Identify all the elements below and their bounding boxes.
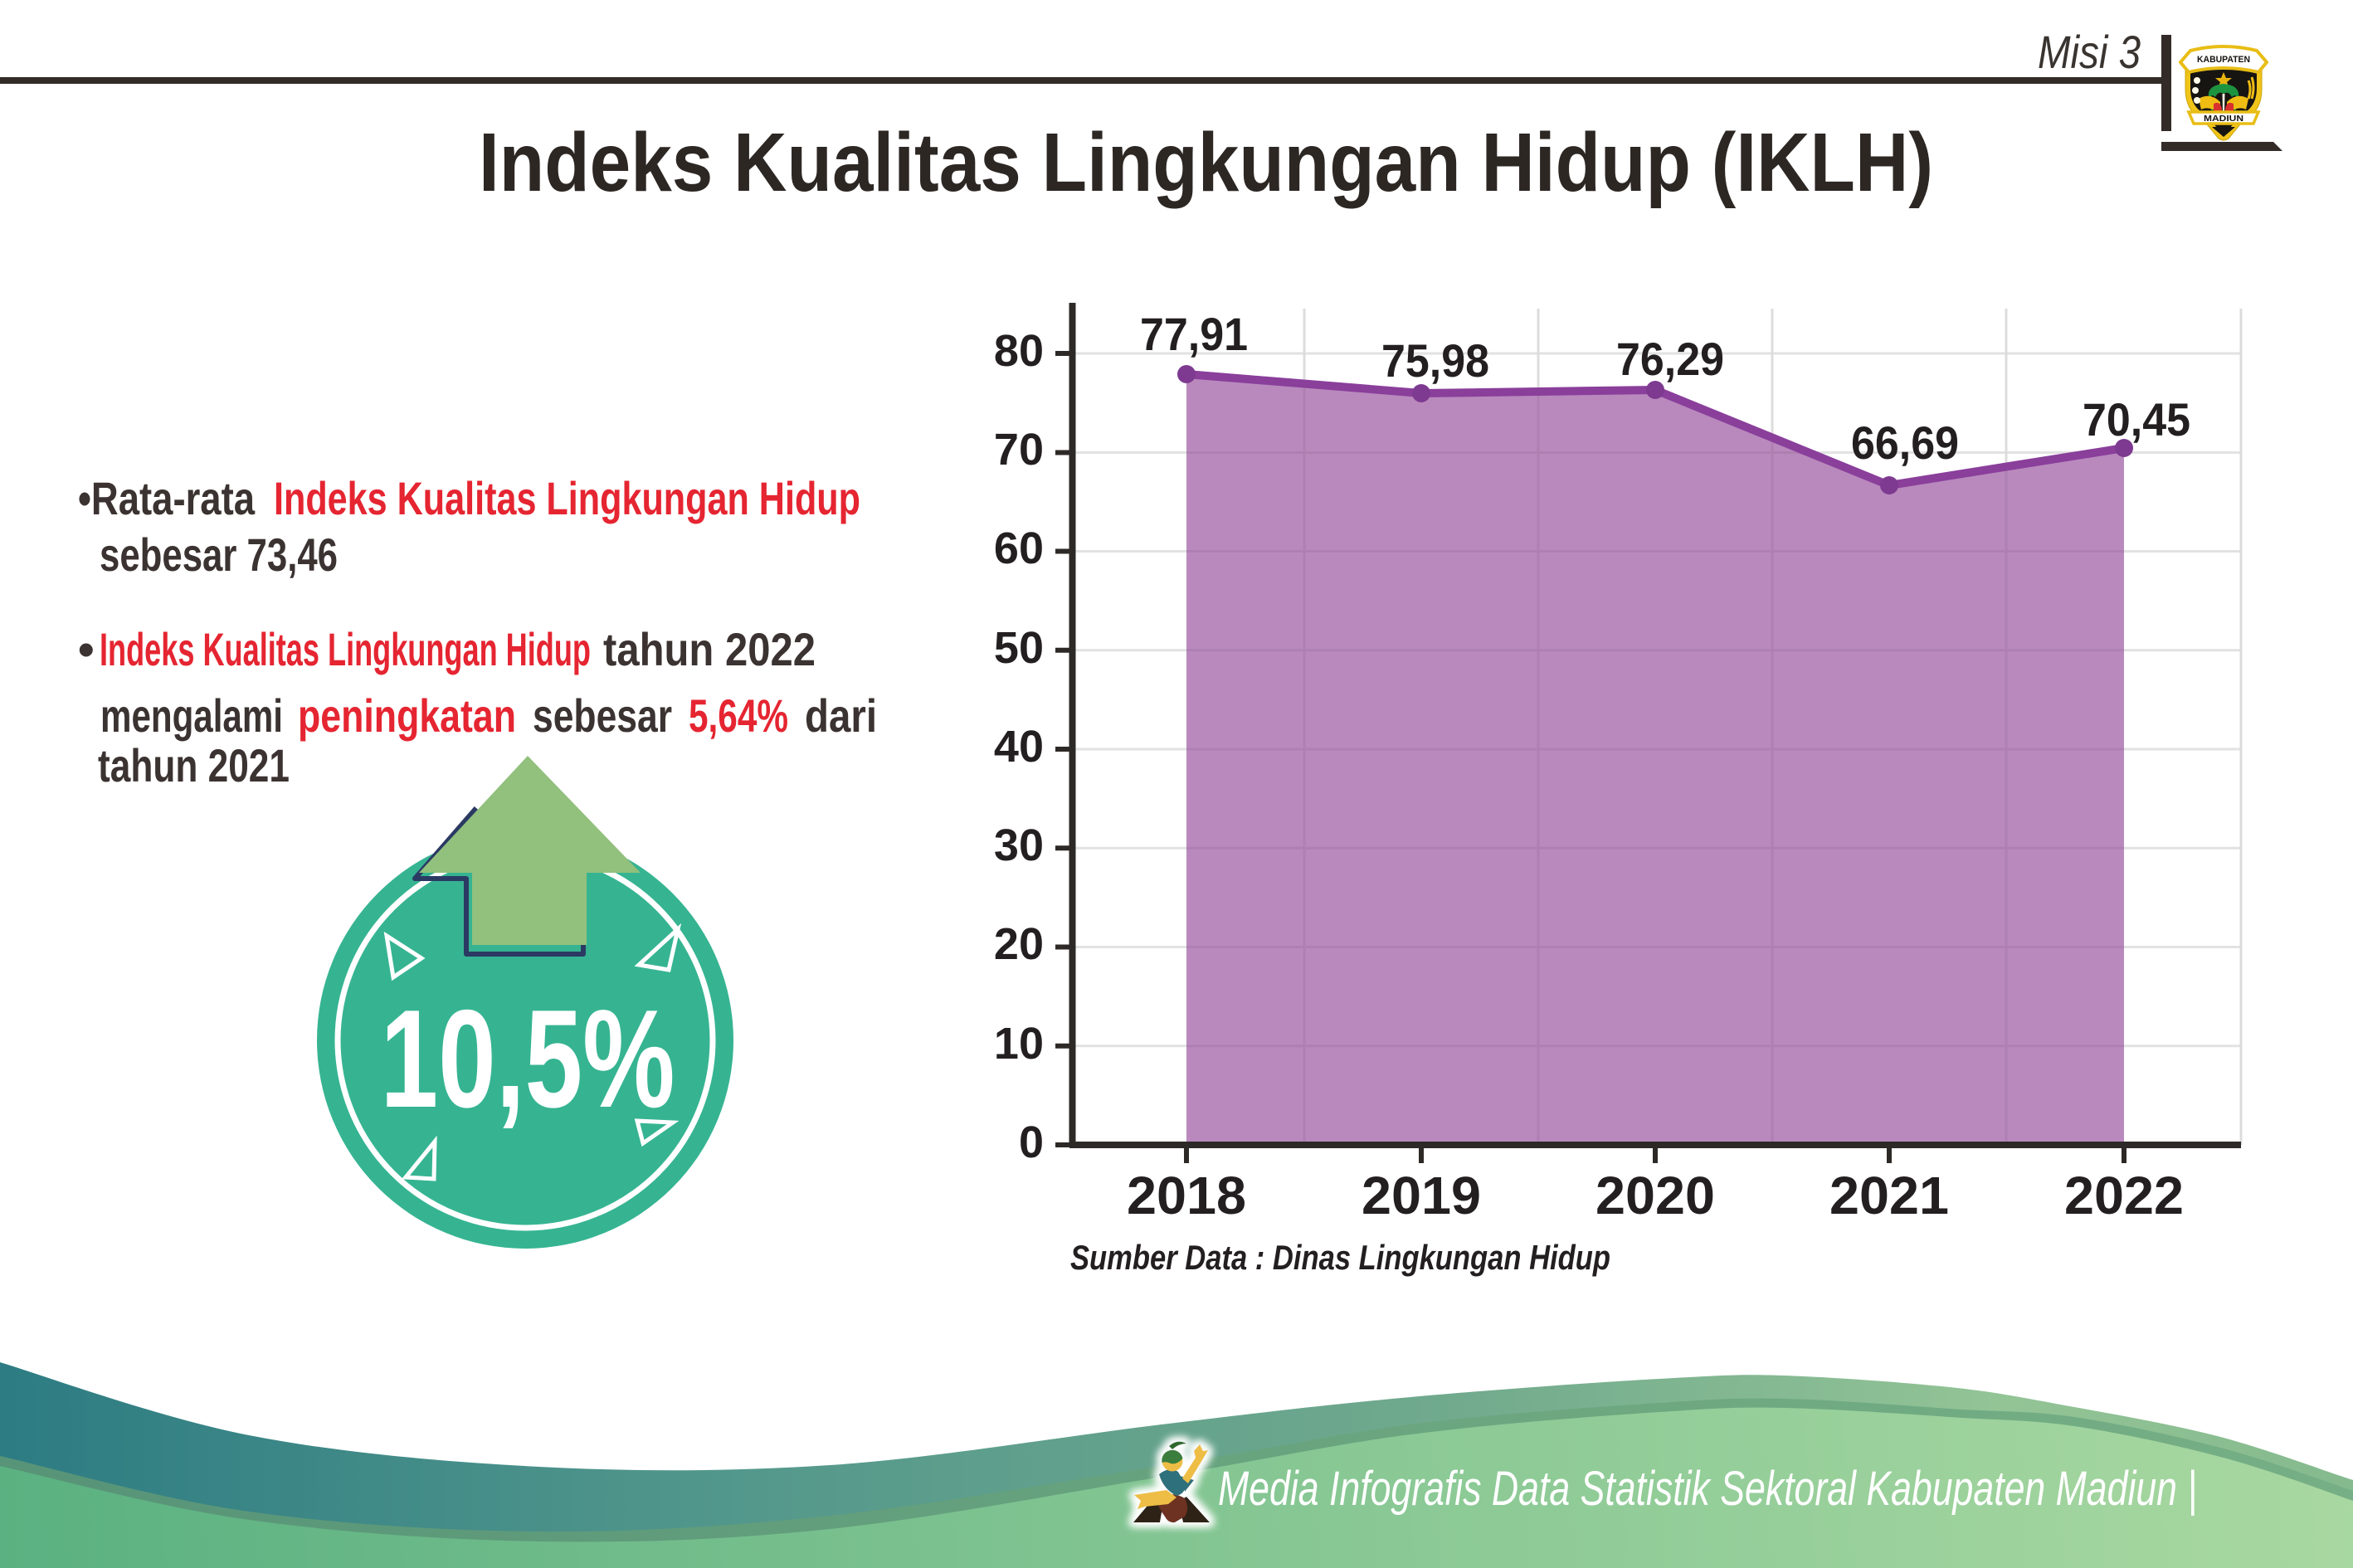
svg-text:KABUPATEN: KABUPATEN xyxy=(2197,55,2250,65)
svg-text:76,29: 76,29 xyxy=(1616,333,1724,385)
svg-text:80: 80 xyxy=(994,326,1044,376)
svg-text:Misi 3: Misi 3 xyxy=(2038,26,2141,78)
svg-text:tahun 2021: tahun 2021 xyxy=(98,739,290,791)
svg-text:50: 50 xyxy=(994,623,1044,673)
svg-text:2020: 2020 xyxy=(1595,1166,1715,1225)
svg-text:•: • xyxy=(78,623,95,675)
svg-text:60: 60 xyxy=(994,523,1044,573)
svg-text:75,98: 75,98 xyxy=(1381,334,1489,387)
svg-text:77,91: 77,91 xyxy=(1140,308,1248,360)
svg-text:mengalami: mengalami xyxy=(100,689,283,742)
svg-text:70,45: 70,45 xyxy=(2083,393,2190,446)
svg-text:sebesar: sebesar xyxy=(533,689,672,742)
svg-text:2018: 2018 xyxy=(1127,1166,1246,1225)
svg-text:5,64%: 5,64% xyxy=(689,689,788,742)
svg-text:40: 40 xyxy=(994,722,1044,772)
svg-text:2021: 2021 xyxy=(1829,1166,1949,1225)
svg-text:0: 0 xyxy=(1019,1118,1044,1167)
svg-text:Sumber Data : Dinas Lingkungan: Sumber Data : Dinas Lingkungan Hidup xyxy=(1070,1238,1610,1277)
svg-text:sebesar 73,46: sebesar 73,46 xyxy=(100,528,338,581)
svg-text:dari: dari xyxy=(805,689,877,742)
svg-text:10: 10 xyxy=(994,1019,1044,1069)
svg-text:tahun 2022: tahun 2022 xyxy=(603,623,816,675)
svg-text:10,5%: 10,5% xyxy=(381,981,675,1137)
svg-text:•Rata-rata: •Rata-rata xyxy=(78,472,256,524)
svg-text:MADIUN: MADIUN xyxy=(2204,114,2243,124)
svg-text:2022: 2022 xyxy=(2064,1166,2184,1225)
svg-text:Media Infografis Data Statisti: Media Infografis Data Statistik Sektoral… xyxy=(1218,1462,2197,1516)
svg-text:Indeks Kualitas Lingkungan Hid: Indeks Kualitas Lingkungan Hidup xyxy=(274,472,860,524)
svg-text:20: 20 xyxy=(994,919,1044,969)
svg-text:30: 30 xyxy=(994,821,1044,870)
svg-text:peningkatan: peningkatan xyxy=(298,689,516,742)
svg-text:66,69: 66,69 xyxy=(1851,416,1959,469)
svg-text:70: 70 xyxy=(994,425,1044,475)
svg-text:Indeks Kualitas Lingkungan Hid: Indeks Kualitas Lingkungan Hidup xyxy=(100,623,591,675)
svg-text:2019: 2019 xyxy=(1362,1166,1481,1225)
svg-text:Indeks Kualitas Lingkungan Hid: Indeks Kualitas Lingkungan Hidup (IKLH) xyxy=(479,116,1933,209)
